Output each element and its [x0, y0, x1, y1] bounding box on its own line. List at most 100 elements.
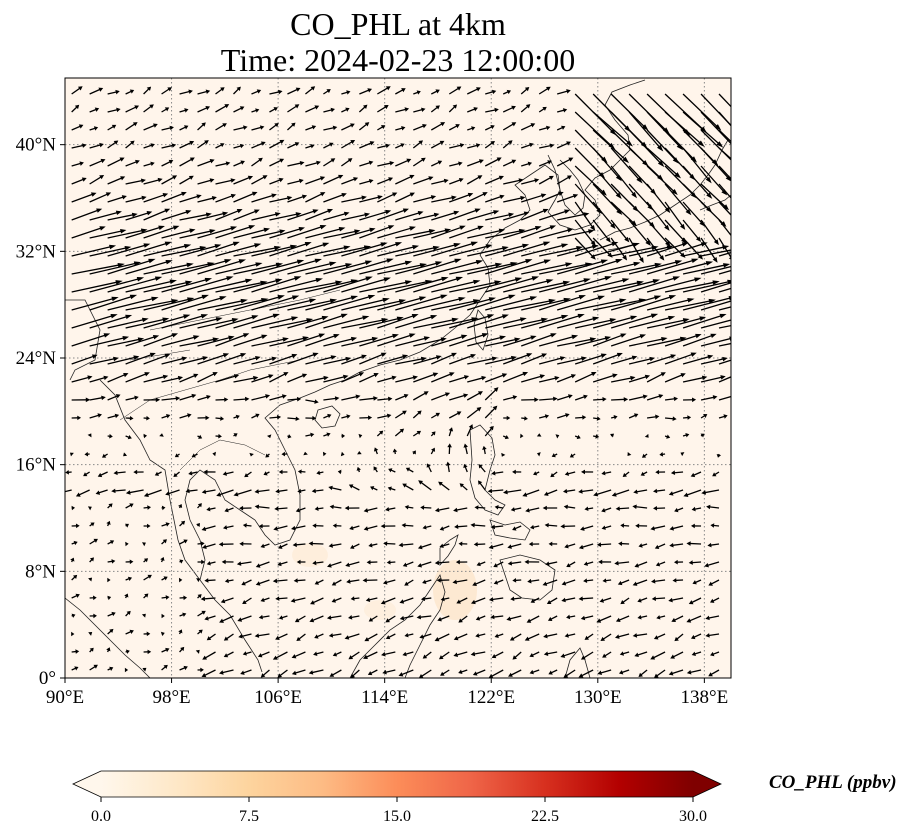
map-frame [64, 77, 732, 679]
wind-arrow [646, 93, 691, 136]
wind-arrow [646, 354, 677, 365]
wind-arrow [314, 579, 324, 585]
wind-arrow [84, 451, 90, 457]
wind-arrow [449, 375, 470, 383]
wind-arrow [422, 579, 432, 584]
wind-arrow [610, 334, 647, 347]
wind-arrow [377, 192, 398, 203]
wind-arrow [341, 318, 389, 329]
wind-arrow [521, 416, 528, 421]
wind-arrow [323, 413, 332, 419]
wind-arrow [323, 174, 344, 185]
wind-arrow [258, 523, 270, 529]
wind-arrow [323, 125, 338, 131]
wind-arrow [484, 157, 502, 167]
wind-arrow [655, 469, 666, 475]
wind-arrow [466, 424, 473, 437]
wind-arrow [578, 596, 594, 601]
wind-arrow [233, 313, 280, 329]
wind-arrow [141, 542, 146, 547]
wind-arrow [431, 352, 457, 365]
coastline-borneo [349, 574, 446, 678]
wind-arrow [632, 504, 648, 510]
wind-arrow [377, 125, 386, 131]
wind-arrow [402, 483, 414, 491]
wind-arrow [556, 175, 572, 185]
wind-arrow [143, 433, 148, 439]
wind-arrow [368, 615, 378, 622]
wind-arrow [467, 126, 476, 131]
wind-arrow [459, 483, 468, 491]
wind-arrow [143, 489, 162, 497]
wind-arrow [107, 355, 140, 365]
wind-arrow [521, 262, 573, 275]
wind-arrow [682, 201, 705, 227]
wind-arrow [700, 375, 726, 383]
wind-arrow [395, 261, 443, 275]
wind-arrow [598, 559, 612, 565]
wind-arrow [592, 219, 611, 243]
wind-arrow [473, 542, 486, 547]
wind-arrow [610, 237, 628, 261]
wind-arrow [637, 597, 648, 603]
wind-arrow [233, 355, 261, 365]
wind-arrow [287, 373, 308, 383]
wind-arrow [263, 471, 270, 476]
wind-arrow [404, 504, 414, 510]
wind-arrow [628, 276, 681, 293]
wind-arrow [700, 129, 731, 161]
wind-arrow [341, 107, 350, 113]
wind-arrow [179, 665, 188, 671]
wind-arrow [287, 434, 292, 439]
colorbar-label: CO_PHL (ppbv) [769, 772, 897, 793]
wind-arrow [373, 466, 378, 473]
wind-arrow [173, 471, 180, 478]
wind-arrow [509, 633, 522, 641]
wind-arrow [646, 147, 682, 179]
wind-arrow [107, 628, 114, 635]
wind-arrow [113, 470, 126, 476]
wind-arrow [524, 559, 540, 565]
wind-arrow [215, 161, 231, 167]
wind-arrow [65, 469, 72, 475]
wind-arrow [89, 538, 98, 545]
wind-arrow [413, 212, 440, 221]
wind-arrow [718, 237, 731, 260]
wind-arrow [179, 276, 234, 293]
wind-arrow [430, 105, 440, 113]
wind-arrow [143, 333, 179, 347]
wind-arrow [548, 669, 558, 675]
wind-arrow [323, 192, 347, 203]
wind-arrow [610, 295, 662, 311]
wind-arrow [350, 543, 360, 549]
wind-arrow [125, 649, 130, 654]
wind-arrow [718, 395, 731, 401]
wind-arrow [344, 633, 360, 640]
wind-arrow [593, 397, 607, 402]
wind-arrow [179, 413, 192, 419]
wind-arrow [669, 525, 684, 531]
wind-arrow [682, 415, 692, 420]
wind-arrow [341, 372, 365, 383]
wind-arrow [197, 667, 204, 673]
wind-arrow [530, 597, 540, 603]
wind-arrow [179, 157, 195, 167]
wind-arrow [422, 525, 432, 530]
coastline-luzon [469, 424, 506, 516]
wind-arrow [501, 452, 506, 457]
wind-arrow [449, 333, 489, 347]
wind-arrow [359, 299, 407, 311]
wind-arrow [412, 157, 426, 167]
wind-arrow [197, 122, 206, 131]
wind-arrow [413, 258, 462, 275]
wind-arrow [593, 434, 600, 439]
wind-arrow [556, 374, 577, 383]
wind-arrow [206, 506, 216, 512]
wind-arrow [700, 265, 731, 275]
wind-arrow [556, 125, 566, 131]
wind-arrow [125, 122, 138, 131]
wind-arrow [107, 124, 117, 131]
wind-arrow [718, 165, 731, 180]
wind-arrow [413, 228, 452, 239]
wind-arrow [251, 394, 271, 401]
